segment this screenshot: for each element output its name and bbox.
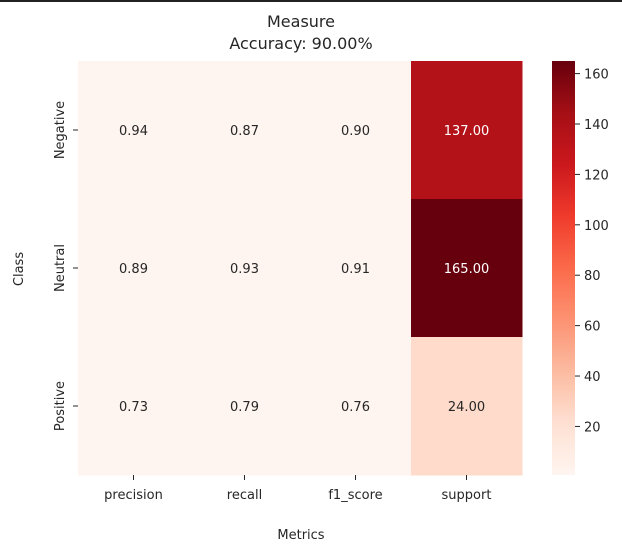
heatmap-cell — [411, 61, 523, 200]
y-tick-label: Negative — [53, 101, 68, 159]
heatmap-cell — [300, 61, 412, 200]
cell-value-label: 0.76 — [341, 400, 370, 415]
cell-value-label: 24.00 — [448, 400, 485, 415]
colorbar-tick-label: 60 — [584, 320, 601, 335]
colorbar-tick-label: 80 — [584, 269, 601, 284]
cell-value-label: 0.90 — [341, 124, 370, 139]
heatmap-cell — [411, 199, 523, 338]
heatmap-cell — [411, 337, 523, 476]
y-tick-label: Positive — [53, 381, 68, 431]
cell-value-label: 0.94 — [119, 124, 148, 139]
colorbar-tick-label: 120 — [584, 168, 609, 183]
colorbar — [552, 61, 575, 475]
chart-subtitle: Accuracy: 90.00% — [229, 34, 372, 53]
heatmap-cell — [189, 61, 301, 200]
colorbar-axis: 20 40 60 80 100 120 140 160 — [575, 68, 609, 435]
cell-value-label: 0.93 — [230, 262, 259, 277]
cell-value-label: 0.91 — [341, 262, 370, 277]
cell-value-label: 0.89 — [119, 262, 148, 277]
heatmap-cell — [300, 199, 412, 338]
colorbar-tick-label: 20 — [584, 420, 601, 435]
x-tick-label: support — [442, 488, 492, 503]
x-tick-label: precision — [104, 488, 163, 503]
top-border — [0, 0, 622, 2]
heatmap-cell-labels: 0.94 0.87 0.90 137.00 0.89 0.93 0.91 165.00 0.73… — [119, 124, 489, 415]
cell-value-label: 0.79 — [230, 400, 259, 415]
y-axis: Negative Neutral Positive — [53, 101, 78, 431]
heatmap-cell — [78, 337, 190, 476]
cell-value-label: 0.73 — [119, 400, 148, 415]
heatmap-cell — [300, 337, 412, 476]
colorbar-tick-label: 140 — [584, 118, 609, 133]
colorbar-tick-label: 100 — [584, 219, 609, 234]
x-tick-label: recall — [227, 488, 262, 503]
x-axis: precision recall f1_score support — [104, 475, 491, 503]
heatmap-cells — [78, 61, 523, 476]
chart-title: Measure — [267, 12, 335, 31]
x-tick-label: f1_score — [328, 488, 382, 503]
heatmap-cell — [78, 61, 190, 200]
colorbar-tick-label: 40 — [584, 370, 601, 385]
cell-value-label: 137.00 — [444, 124, 490, 139]
heatmap-cell — [78, 199, 190, 338]
x-axis-label: Metrics — [277, 528, 324, 543]
heatmap-cell — [189, 337, 301, 476]
cell-value-label: 0.87 — [230, 124, 259, 139]
cell-value-label: 165.00 — [444, 262, 490, 277]
colorbar-tick-label: 160 — [584, 68, 609, 83]
heatmap-cell — [189, 199, 301, 338]
y-axis-label: Class — [12, 252, 27, 286]
y-tick-label: Neutral — [53, 244, 68, 292]
